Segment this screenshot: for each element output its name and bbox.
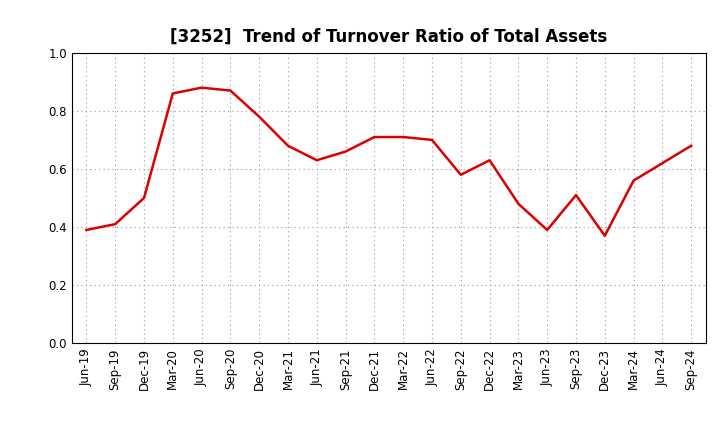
Title: [3252]  Trend of Turnover Ratio of Total Assets: [3252] Trend of Turnover Ratio of Total … [170, 28, 608, 46]
